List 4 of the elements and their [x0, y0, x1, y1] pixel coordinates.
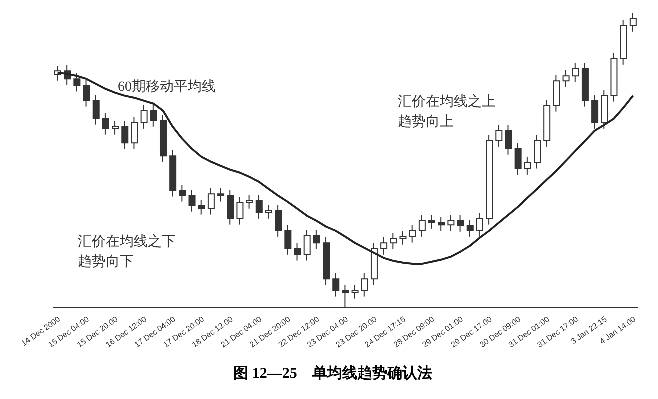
- text: 图 12—25 单均线趋势确认法: [232, 364, 434, 383]
- annotation: 60期移动平均线: [118, 78, 217, 97]
- annotation: 汇价在均线之下趋势向下: [78, 233, 177, 272]
- annotation: 汇价在均线之上趋势向上: [398, 93, 497, 132]
